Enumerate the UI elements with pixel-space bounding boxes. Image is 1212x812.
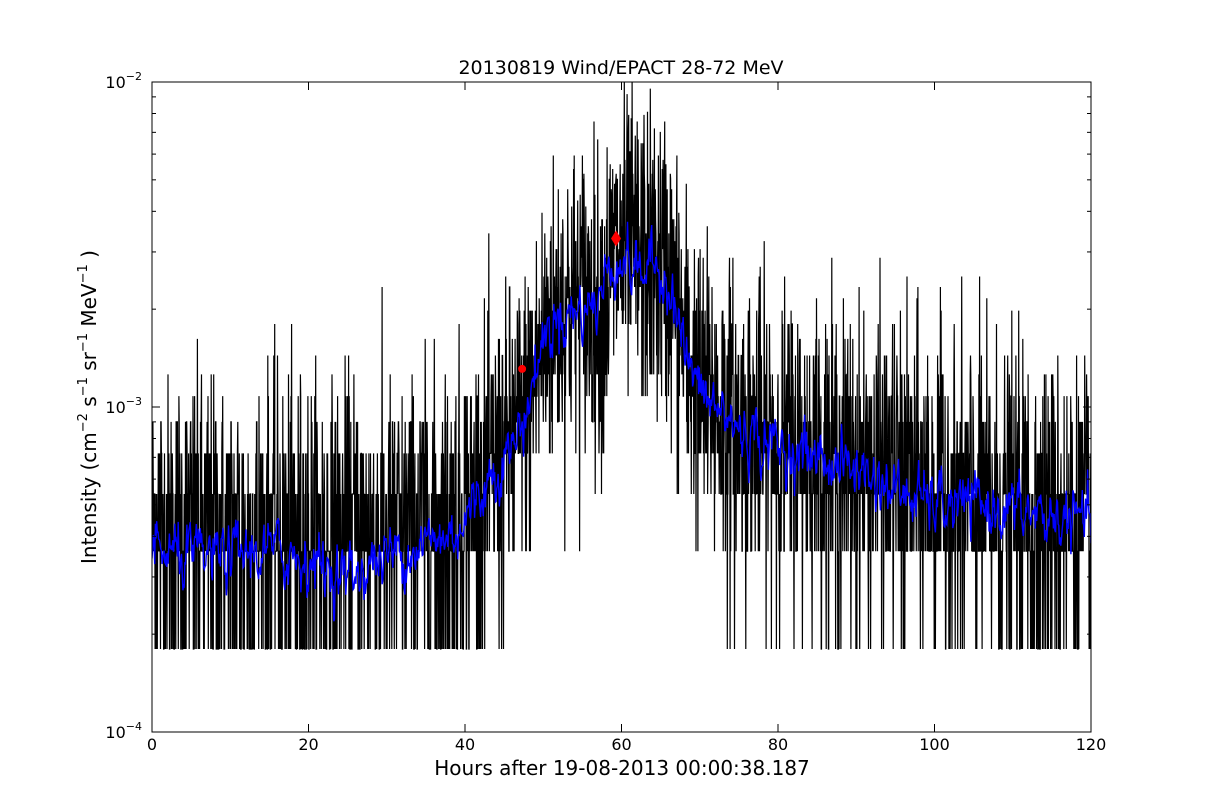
series-layer (152, 82, 1091, 650)
x-axis-label: Hours after 19-08-2013 00:00:38.187 (434, 756, 810, 780)
x-tick-label: 60 (611, 735, 631, 754)
x-tick-label: 20 (298, 735, 318, 754)
y-tick-label: 10−2 (105, 70, 142, 92)
x-tick-label: 80 (768, 735, 788, 754)
y-tick-label: 10−4 (105, 720, 142, 742)
x-tick-label: 0 (147, 735, 157, 754)
raw-intensity-series (152, 82, 1091, 650)
chart-title: 20130819 Wind/EPACT 28-72 MeV (458, 57, 783, 79)
x-axis-ticks: 0 20 40 60 80 100 120 (147, 82, 1106, 754)
y-tick-label: 10−3 (105, 395, 142, 417)
x-tick-label: 40 (455, 735, 475, 754)
marker-layer (518, 230, 622, 373)
onset-marker-dot (518, 364, 527, 373)
smoothed-intensity-series (152, 221, 1091, 622)
peak-marker-diamond (611, 230, 622, 247)
x-tick-label: 100 (919, 735, 950, 754)
x-tick-label: 120 (1076, 735, 1107, 754)
y-axis-label: Intensity (cm−2 s−1 sr−1 MeV−1 ) (76, 250, 101, 564)
y-axis-ticks: 10−4 10−3 10−2 (105, 70, 1091, 742)
